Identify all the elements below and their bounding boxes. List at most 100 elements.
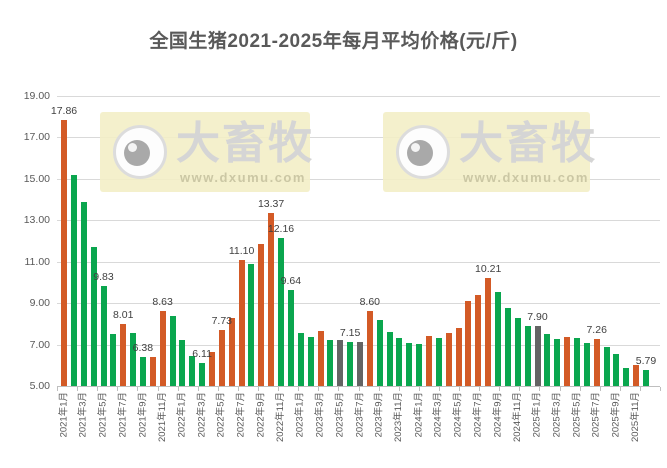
x-axis-tick (237, 387, 239, 391)
bar-value-label: 5.79 (635, 354, 657, 367)
watermark-url: www.dxumu.com (180, 170, 306, 185)
y-axis-label: 5.00 (29, 380, 50, 392)
price-bar (189, 356, 196, 386)
price-bar (337, 340, 344, 386)
x-axis-tick (278, 387, 280, 391)
price-bar (435, 338, 442, 386)
price-bar (149, 357, 156, 386)
x-axis-tick (499, 387, 501, 391)
bar-value-label: 6.11 (192, 348, 212, 360)
price-bar (297, 333, 304, 386)
price-bar (70, 174, 77, 386)
x-axis-tick (479, 387, 481, 391)
price-bar (426, 336, 432, 386)
eye-pupil (407, 140, 433, 166)
price-bar (307, 337, 314, 386)
bar-value-label: 13.37 (257, 197, 285, 210)
price-bar (583, 342, 590, 386)
bar-value-label: 11.10 (228, 244, 255, 257)
y-axis-label: 11.00 (24, 255, 51, 268)
eye-glint (128, 143, 137, 152)
price-bar (238, 259, 245, 386)
price-bar (268, 212, 275, 386)
price-bar (366, 311, 373, 386)
y-axis-label: 19.00 (23, 90, 50, 102)
price-bar (633, 365, 640, 386)
price-bar (455, 328, 462, 386)
x-axis-tick (77, 387, 79, 391)
price-bar (61, 119, 67, 386)
x-axis-tick (539, 387, 541, 391)
bar-value-label: 10.21 (475, 263, 502, 276)
price-bar (396, 338, 403, 386)
price-bar (623, 368, 630, 386)
x-axis-tick (197, 387, 199, 391)
x-axis-tick (97, 387, 99, 391)
price-bar (573, 338, 580, 386)
watermark-box-right: 大畜牧 www.dxumu.com (383, 112, 595, 192)
chart-title: 全国生猪2021-2025年每月平均价格(元/斤) (149, 31, 518, 52)
price-bar (514, 317, 521, 386)
x-axis-tick (398, 387, 400, 391)
x-axis-tick (177, 387, 179, 391)
watermark-url: www.dxumu.com (463, 170, 589, 185)
x-axis-tick (579, 387, 581, 391)
x-axis-tick (639, 387, 641, 391)
price-bar (495, 291, 501, 386)
bar-value-label: 17.86 (50, 104, 78, 117)
gridline (57, 96, 660, 97)
bar-value-label: 7.90 (527, 310, 548, 323)
x-axis-tick (459, 387, 460, 391)
price-bar (199, 363, 206, 386)
gridline (57, 261, 660, 263)
x-axis-line (57, 386, 660, 387)
gridline (57, 137, 660, 139)
price-bar (406, 342, 413, 386)
price-bar (90, 247, 97, 386)
price-bar (80, 201, 87, 386)
price-bar (554, 339, 561, 386)
price-bar (416, 343, 423, 386)
eye-logo-icon (113, 125, 167, 179)
price-bar (218, 329, 225, 386)
gridline (57, 303, 660, 305)
price-bar (465, 301, 472, 386)
price-bar (603, 346, 610, 386)
price-bar (209, 351, 215, 386)
price-bar (534, 325, 541, 386)
price-bar (445, 333, 452, 386)
x-axis-tick (519, 387, 521, 391)
x-axis-tick (157, 387, 159, 391)
price-bar (485, 278, 492, 386)
bar-value-label: 8.63 (152, 295, 173, 308)
bar-value-label: 9.83 (93, 271, 114, 283)
price-bar (376, 319, 383, 386)
bar-value-label: 12.16 (267, 222, 295, 235)
x-axis-tick (258, 387, 259, 391)
watermark-brand: 大畜牧 (176, 119, 314, 168)
y-axis-label: 15.00 (23, 172, 50, 185)
bar-value-label: 9.64 (280, 274, 302, 287)
x-axis-tick (358, 387, 360, 391)
bar-value-label: 7.73 (211, 314, 233, 327)
price-bar (524, 325, 531, 386)
watermark-brand: 大畜牧 (459, 119, 597, 168)
x-axis-tick (559, 387, 561, 391)
eye-logo-icon (396, 125, 450, 179)
x-axis-tick (378, 387, 380, 391)
x-axis-tick (217, 387, 219, 391)
x-axis-tick (137, 387, 139, 391)
price-bar (287, 289, 294, 386)
x-axis-tick (660, 387, 661, 391)
x-axis-tick (438, 387, 440, 391)
x-axis-tick (318, 387, 320, 391)
y-axis-label: 9.00 (29, 297, 50, 310)
eye-glint (411, 143, 420, 152)
price-bar (110, 334, 117, 386)
x-axis-tick (418, 387, 420, 391)
x-axis-tick (117, 387, 119, 391)
eye-pupil (124, 140, 150, 166)
x-axis-tick (599, 387, 601, 391)
price-bar (504, 308, 511, 386)
